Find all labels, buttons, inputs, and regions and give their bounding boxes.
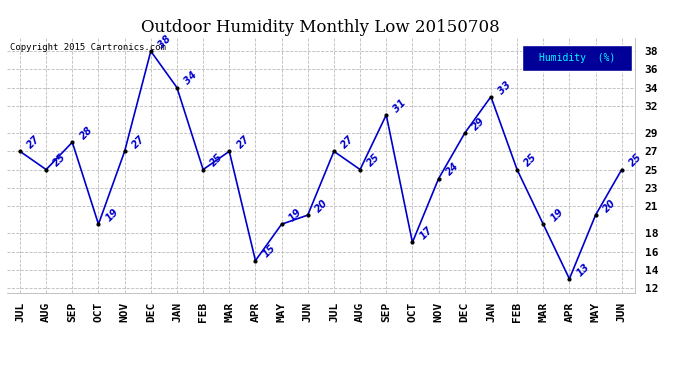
Text: 17: 17	[418, 225, 435, 242]
Text: 15: 15	[261, 243, 277, 260]
Text: 13: 13	[575, 261, 591, 278]
FancyBboxPatch shape	[522, 45, 631, 70]
Text: 19: 19	[287, 207, 304, 224]
Text: 25: 25	[52, 152, 68, 169]
Text: 27: 27	[130, 134, 147, 150]
Text: 34: 34	[183, 70, 199, 87]
Text: 20: 20	[601, 198, 618, 214]
Title: Outdoor Humidity Monthly Low 20150708: Outdoor Humidity Monthly Low 20150708	[141, 19, 500, 36]
Text: 19: 19	[549, 207, 565, 224]
Text: 27: 27	[26, 134, 42, 150]
Text: 33: 33	[497, 79, 513, 96]
Text: 19: 19	[104, 207, 121, 224]
Text: 25: 25	[627, 152, 644, 169]
Text: 28: 28	[78, 125, 95, 141]
Text: 29: 29	[471, 116, 487, 132]
Text: 27: 27	[235, 134, 251, 150]
Text: Humidity  (%): Humidity (%)	[538, 53, 615, 63]
Text: 25: 25	[522, 152, 540, 169]
Text: 20: 20	[313, 198, 330, 214]
Text: Copyright 2015 Cartronics.com: Copyright 2015 Cartronics.com	[10, 43, 166, 52]
Text: 31: 31	[392, 98, 408, 114]
Text: 24: 24	[444, 161, 461, 178]
Text: 27: 27	[339, 134, 356, 150]
Text: 25: 25	[366, 152, 382, 169]
Text: 25: 25	[208, 152, 226, 169]
Text: 38: 38	[157, 34, 173, 50]
